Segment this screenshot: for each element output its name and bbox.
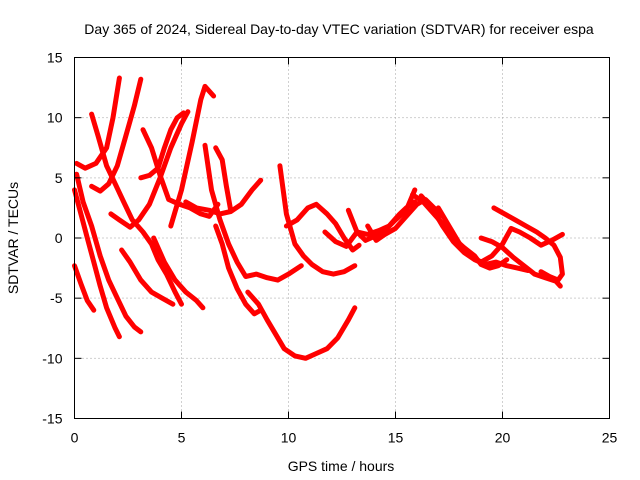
x-tick-label: 15 bbox=[388, 430, 404, 446]
series-arc-2 bbox=[72, 187, 122, 340]
series-arc-9 bbox=[138, 110, 187, 181]
series-arc-25 bbox=[435, 205, 565, 265]
y-tick-label: -5 bbox=[50, 290, 63, 306]
series-arc-14 bbox=[202, 142, 304, 283]
series-layer bbox=[72, 75, 565, 361]
series-arc-15 bbox=[213, 223, 264, 317]
series-arc-11 bbox=[151, 235, 206, 311]
x-tick-label: 0 bbox=[71, 430, 79, 446]
y-tick-label: 0 bbox=[55, 230, 63, 246]
series-arc-12 bbox=[168, 83, 217, 229]
x-tick-label: 25 bbox=[602, 430, 618, 446]
series-arc-1 bbox=[72, 263, 97, 313]
y-tick-label: 10 bbox=[47, 110, 63, 126]
series-arc-13 bbox=[183, 177, 264, 217]
series-arc-16 bbox=[213, 145, 234, 213]
x-tick-label: 5 bbox=[178, 430, 186, 446]
series-arc-5 bbox=[89, 111, 184, 307]
series-arc-6 bbox=[89, 76, 144, 194]
series-arc-19 bbox=[283, 201, 362, 253]
x-tick-label: 20 bbox=[495, 430, 511, 446]
y-tick-label: 15 bbox=[47, 50, 63, 66]
y-axis-label: SDTVAR / TECUs bbox=[5, 182, 21, 294]
chart-title: Day 365 of 2024, Sidereal Day-to-day VTE… bbox=[84, 21, 594, 37]
ticks: 0 5 10 15 20 25 -15 -10 -5 0 5 10 15 bbox=[42, 50, 617, 446]
series-arc-27 bbox=[491, 205, 565, 283]
series-arc-7 bbox=[108, 109, 191, 230]
series-arc-3 bbox=[74, 171, 144, 335]
grid bbox=[74, 57, 610, 419]
y-tick-label: 5 bbox=[55, 170, 63, 186]
y-tick-label: -10 bbox=[42, 350, 62, 366]
x-axis-label: GPS time / hours bbox=[288, 458, 395, 474]
series-arc-8 bbox=[119, 247, 176, 307]
series-arc-17 bbox=[245, 289, 358, 361]
y-tick-label: -15 bbox=[42, 411, 62, 427]
series-arc-21 bbox=[345, 187, 418, 243]
x-tick-label: 10 bbox=[281, 430, 297, 446]
